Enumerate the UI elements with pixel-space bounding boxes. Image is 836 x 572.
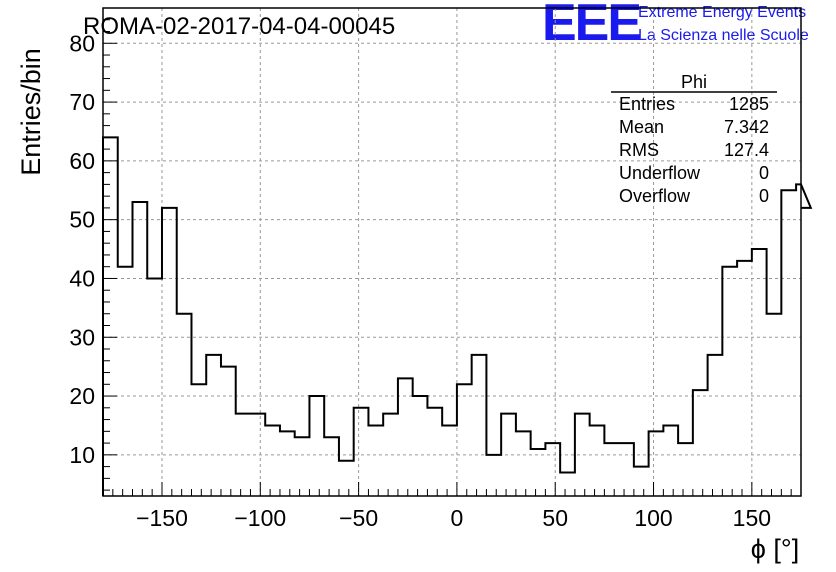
stats-value: 7.342: [724, 117, 769, 137]
histogram-bin: [442, 425, 457, 496]
histogram-bin: [103, 137, 118, 496]
logo-line-1: Extreme Energy Events: [638, 4, 806, 21]
histogram-bin: [545, 443, 560, 496]
y-axis-title: Entries/bin: [16, 48, 46, 176]
stats-label: RMS: [619, 140, 659, 160]
histogram-outline: [102, 136, 813, 496]
chart-title: ROMA-02-2017-04-04-00045: [83, 13, 395, 40]
x-tick-label: 150: [733, 505, 771, 531]
histogram-bin: [280, 431, 295, 496]
y-tick-label: 10: [69, 442, 95, 468]
x-tick-label: 50: [542, 505, 568, 531]
histogram-bin: [295, 437, 310, 496]
x-axis: −150 −100 −50 0 50 100 150: [112, 482, 802, 531]
histogram-bin: [309, 396, 324, 496]
stats-label: Underflow: [619, 163, 701, 183]
histogram-bin: [516, 431, 531, 496]
stats-box: Phi Entries 1285 Mean 7.342 RMS 127.4 Underflow…: [611, 72, 777, 206]
histogram-bin: [649, 431, 664, 496]
x-tick-label: −50: [339, 505, 378, 531]
stats-label: Overflow: [619, 186, 691, 206]
histogram-bin: [221, 367, 236, 496]
histogram-bin: [191, 384, 206, 496]
stats-value: 0: [759, 186, 769, 206]
stats-value: 1285: [729, 94, 769, 114]
x-tick-label: −100: [234, 505, 286, 531]
stats-label: Entries: [619, 94, 675, 114]
histogram-bin: [413, 396, 428, 496]
plot-frame: [102, 7, 802, 497]
y-tick-label: 20: [69, 383, 95, 409]
histogram-bin: [590, 425, 605, 496]
histogram-bin: [663, 425, 678, 496]
y-tick-label: 80: [69, 30, 95, 56]
histogram-bin: [177, 314, 192, 496]
histogram-bin: [427, 408, 442, 496]
logo-line-2: La Scienza nelle Scuole: [638, 27, 809, 44]
histogram-bin: [752, 249, 767, 496]
y-axis: 10 20 30 40 50 60 70 80: [69, 7, 117, 491]
histogram-bin: [206, 355, 221, 496]
y-tick-label: 40: [69, 265, 95, 291]
histogram-bin: [354, 408, 369, 496]
stats-title: Phi: [681, 72, 707, 92]
histogram-bin: [531, 449, 546, 496]
histogram-bin: [162, 208, 177, 496]
histogram-bin: [678, 443, 693, 496]
y-tick-label: 70: [69, 89, 95, 115]
histogram-bin: [693, 390, 708, 496]
histogram-bin: [339, 461, 354, 496]
histogram-bin: [781, 190, 796, 496]
histogram-bin: [708, 355, 723, 496]
stats-label: Mean: [619, 117, 664, 137]
x-tick-label: −150: [136, 505, 188, 531]
histogram-bin: [619, 443, 634, 496]
histogram-bin: [634, 467, 649, 496]
histogram-bin: [147, 278, 162, 496]
y-tick-label: 50: [69, 207, 95, 233]
histogram-bin: [560, 472, 575, 496]
x-tick-label: 100: [634, 505, 672, 531]
histogram-bin: [324, 437, 339, 496]
y-tick-label: 30: [69, 324, 95, 350]
stats-value: 127.4: [724, 140, 769, 160]
histogram-bin: [118, 267, 133, 496]
histogram-bars: [103, 137, 801, 496]
x-tick-label: 0: [451, 505, 464, 531]
y-tick-label: 60: [69, 148, 95, 174]
x-axis-title: ϕ [°]: [751, 534, 799, 564]
histogram-bin: [472, 355, 487, 496]
histogram-bin: [250, 414, 265, 496]
histogram-bin: [737, 261, 752, 496]
histogram-bin: [486, 455, 501, 496]
histogram-bin: [722, 267, 737, 496]
histogram-bin: [457, 384, 472, 496]
histogram-bin: [767, 314, 782, 496]
histogram-bin: [132, 202, 147, 496]
histogram-bin: [604, 443, 619, 496]
histogram-bin: [265, 425, 280, 496]
stats-value: 0: [759, 163, 769, 183]
grid: [103, 8, 801, 496]
histogram-bin: [368, 425, 383, 496]
